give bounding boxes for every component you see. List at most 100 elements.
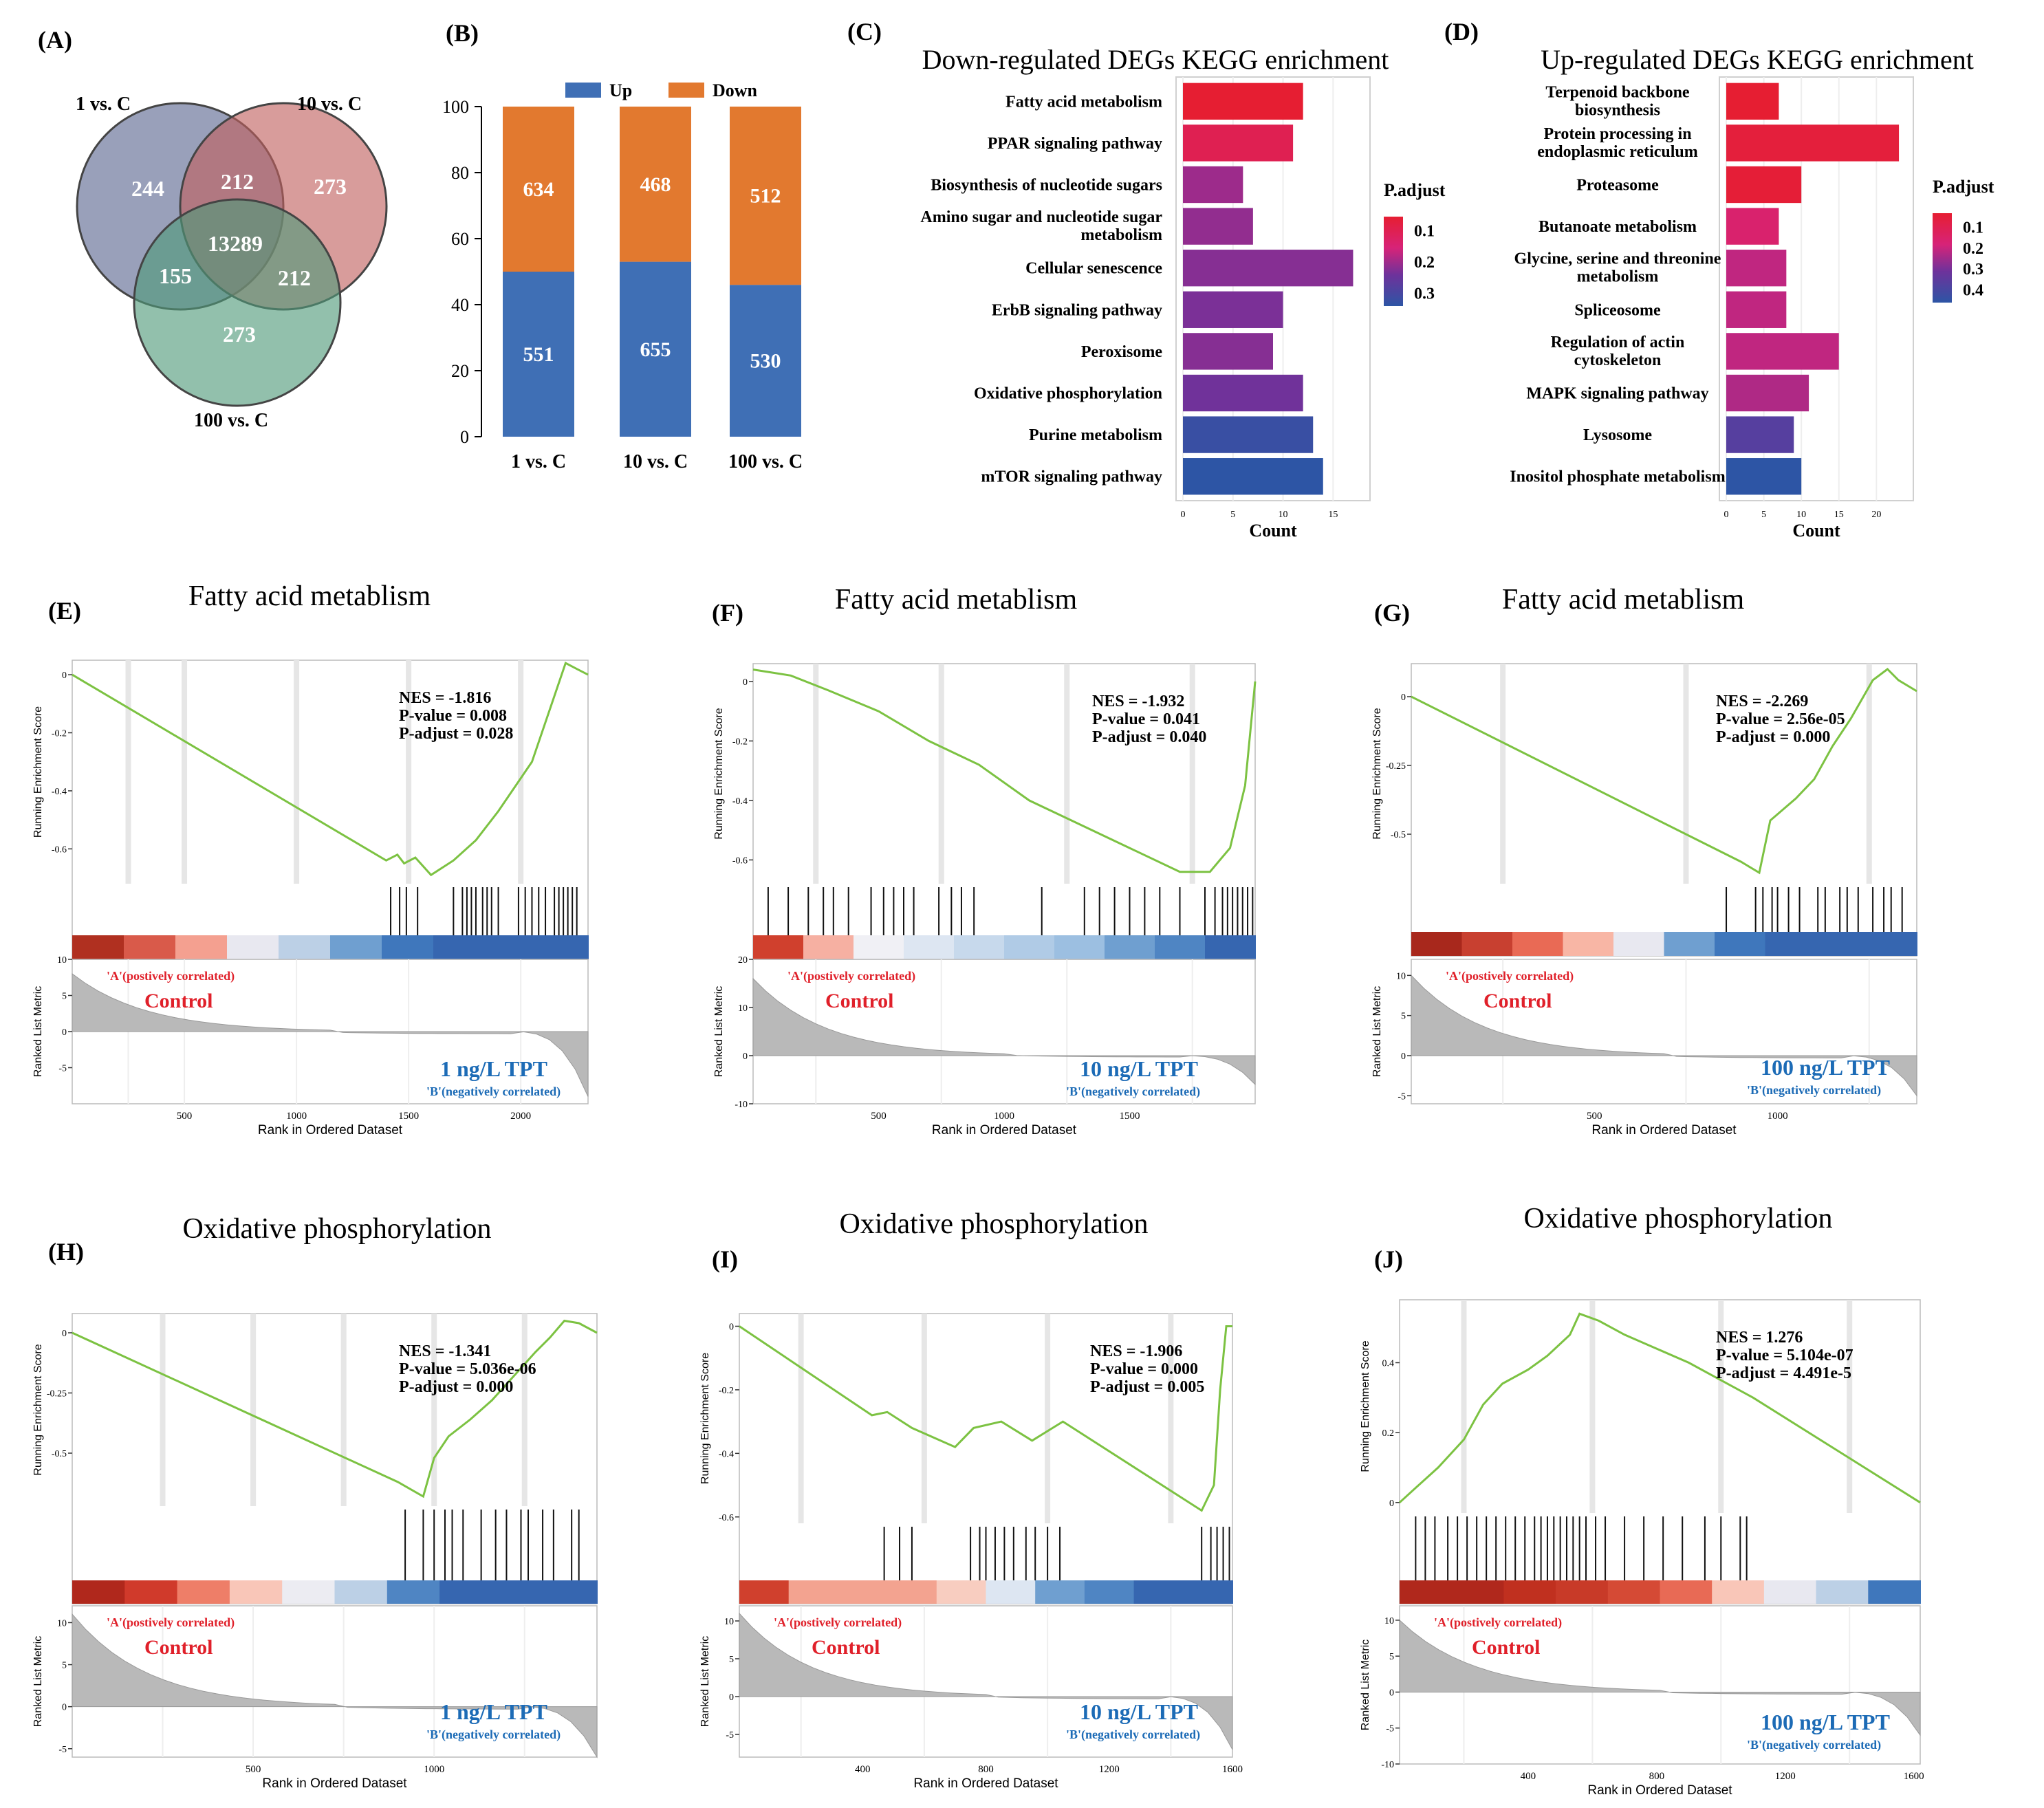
treatment-group-label: 100 ng/L TPT (1761, 1055, 1890, 1080)
rank-heat-segment (1816, 1580, 1869, 1604)
enrichment-bar (1726, 250, 1787, 287)
metric-tick-label: 10 (1396, 971, 1406, 981)
plot-frame (1719, 76, 1914, 501)
x-category-label: 100 vs. C (728, 451, 803, 472)
panel-d-label: (D) (1444, 18, 1479, 45)
rank-heat-segment (1712, 1580, 1765, 1604)
enrichment-score-line (72, 1319, 598, 1499)
rank-heat-segment (838, 1580, 889, 1604)
rank-heat-segment (229, 1580, 283, 1604)
category-label-line: Regulation of actin (1551, 334, 1685, 351)
metric-tick-label: 0 (1401, 1052, 1406, 1062)
stat-text: P-value = 0.000 (1090, 1360, 1198, 1378)
panel-h: (H) Oxidative phosphorylation 0 -0.25 -0.5 Ru… (32, 1213, 598, 1791)
category-label: Protein processing in endoplasmic reticul… (1537, 125, 1698, 161)
stat-text: P-value = 2.56e-05 (1716, 710, 1845, 728)
legend-tick-label: 0.1 (1414, 223, 1435, 241)
category-label-line: biosynthesis (1575, 101, 1660, 119)
y-axis-label-es: Running Enrichment Score (713, 708, 725, 839)
rank-heat-segment (1461, 932, 1513, 956)
enrichment-bar (1183, 250, 1353, 287)
y-axis-label-metric: Ranked List Metric (699, 1636, 711, 1728)
rank-heat-segment (334, 1580, 388, 1604)
control-label: Control (1483, 990, 1552, 1012)
gsea-title: Fatty acid metablism (1502, 584, 1745, 616)
negative-correlation-label: 'B'(negatively correlated) (1747, 1738, 1881, 1752)
category-label-line: endoplasmic reticulum (1537, 143, 1698, 161)
y-tick-label: 0 (1389, 1499, 1394, 1509)
rank-heat-segment (986, 1580, 1036, 1604)
metric-tick-label: 10 (738, 1003, 748, 1014)
bar-value-label: 530 (750, 350, 781, 373)
negative-correlation-label: 'B'(negatively correlated) (426, 1728, 561, 1742)
legend-tick-label: 0.4 (1963, 282, 1983, 300)
rank-heat-segment (1607, 1580, 1661, 1604)
metric-tick-label: 20 (738, 955, 748, 966)
stat-text: P-adjust = 0.000 (399, 1378, 513, 1396)
category-label: Oxidative phosphorylation (974, 385, 1162, 403)
stat-text: P-adjust = 4.491e-5 (1716, 1364, 1851, 1382)
rank-heat-segment (1763, 1580, 1817, 1604)
x-tick-label: 1600 (1904, 1771, 1924, 1782)
enrichment-score-line (72, 662, 589, 877)
x-axis-label: Rank in Ordered Dataset (1587, 1783, 1732, 1798)
y-axis-label-es: Running Enrichment Score (32, 706, 44, 838)
y-tick-label: 0.4 (1382, 1358, 1395, 1369)
x-tick-label: 0 (1181, 510, 1186, 520)
category-label-line: Proteasome (1576, 177, 1659, 195)
rank-heat-segment (1866, 932, 1917, 956)
y-axis-label-metric: Ranked List Metric (32, 1636, 44, 1728)
x-axis-label: Rank in Ordered Dataset (258, 1123, 403, 1137)
x-axis-label: Rank in Ordered Dataset (262, 1776, 407, 1791)
x-tick-label: 5 (1761, 510, 1766, 520)
enrichment-bar (1183, 458, 1323, 495)
panel-label: (J) (1374, 1245, 1403, 1273)
category-label-line: PPAR signaling pathway (988, 135, 1162, 153)
rank-heat-segment (1563, 932, 1614, 956)
panel-e: (E) Fatty acid metablism 0 -0.2 -0.4 -0.6 Runn… (32, 580, 589, 1137)
kegg-down-chart: Down-regulated DEGs KEGG enrichment 0 5 10 1… (920, 44, 1445, 541)
x-tick-label: 1000 (286, 1111, 307, 1122)
legend-title: P.adjust (1933, 177, 1994, 197)
category-label-line: Lysosome (1583, 426, 1652, 444)
y-tick-label: -0.4 (732, 796, 748, 807)
legend-tick-label: 0.1 (1963, 219, 1983, 237)
rank-heat-segment (904, 935, 955, 959)
rank-heat-segment (1664, 932, 1715, 956)
kegg-up-chart: Up-regulated DEGs KEGG enrichment 0 5 10 15 2… (1510, 44, 1994, 541)
metric-tick-label: 5 (729, 1655, 734, 1665)
panel-b-label: (B) (446, 19, 479, 47)
enrichment-bar (1726, 166, 1802, 204)
y-tick-label: -0.5 (52, 1449, 67, 1459)
venn-1-100: 155 (159, 263, 192, 288)
rank-heat-segment (1400, 1580, 1453, 1604)
y-axis-label-metric: Ranked List Metric (1360, 1640, 1371, 1731)
plot-frame (1175, 76, 1371, 501)
bar-down (620, 107, 691, 262)
metric-tick-label: 10 (1384, 1616, 1394, 1626)
x-tick-label: 1200 (1099, 1764, 1120, 1775)
panel-label: (F) (712, 599, 743, 627)
category-label-line: Inositol phosphate metabolism (1510, 468, 1725, 486)
positive-correlation-label: 'A'(postively correlated) (107, 1615, 235, 1630)
metric-tick-label: 0 (62, 1703, 67, 1713)
category-label-line: cytoskeleton (1574, 351, 1662, 369)
x-tick-label: 5 (1230, 510, 1235, 520)
rank-heat-segment (279, 935, 331, 959)
category-label-line: Purine metabolism (1029, 426, 1162, 444)
category-label: Proteasome (1576, 177, 1659, 195)
panel-i: (I) Oxidative phosphorylation 0 -0.2 -0.4 -0.… (699, 1208, 1243, 1791)
bar-up (620, 261, 691, 437)
negative-correlation-label: 'B'(negatively correlated) (1747, 1083, 1881, 1098)
enrichment-bar (1183, 166, 1243, 204)
es-panel-frame (72, 660, 589, 960)
positive-correlation-label: 'A'(postively correlated) (107, 969, 235, 983)
rank-heat-segment (485, 935, 537, 959)
venn-10-100: 212 (278, 265, 311, 290)
rank-heat-segment (72, 935, 124, 959)
control-label: Control (1472, 1636, 1540, 1659)
rank-heat-segment (954, 935, 1005, 959)
category-label: Spliceosome (1574, 301, 1661, 319)
stat-text: P-value = 5.036e-06 (399, 1360, 536, 1378)
metric-tick-label: -5 (1386, 1724, 1394, 1734)
